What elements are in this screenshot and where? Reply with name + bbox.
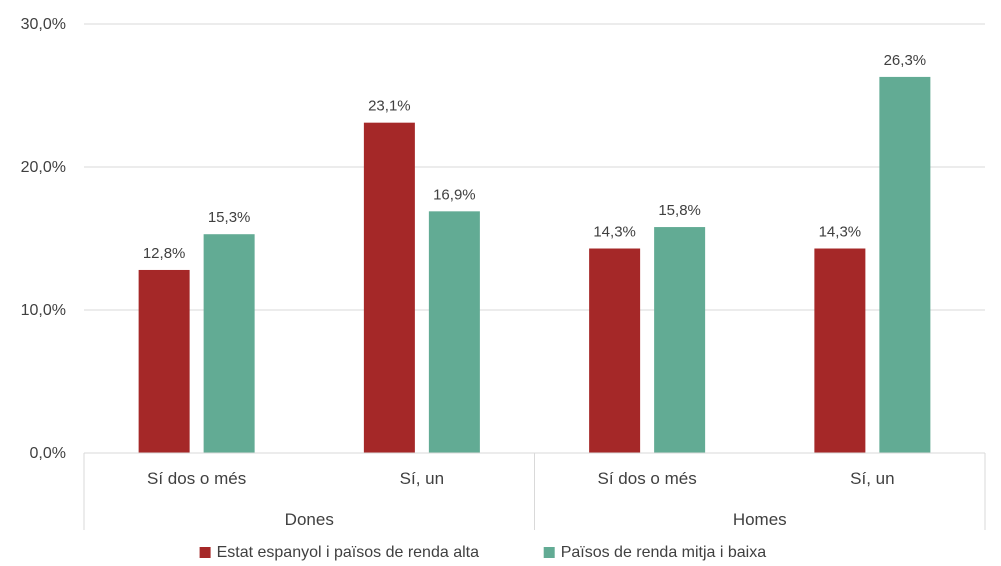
y-tick-label: 30,0%	[21, 16, 66, 33]
bar	[879, 76, 931, 453]
y-tick-label: 20,0%	[21, 159, 66, 176]
data-label: 14,3%	[819, 224, 862, 241]
x-axis: Sí dos o més Sí, un Sí dos o més Sí, un Done…	[83, 452, 986, 530]
data-label: 26,3%	[884, 52, 927, 69]
legend: Estat espanyol i països de renda alta Paï…	[199, 544, 767, 561]
bar	[138, 269, 190, 453]
group-label: Homes	[733, 510, 787, 529]
data-label: 14,3%	[593, 224, 636, 241]
bar	[203, 234, 255, 453]
legend-entry: Estat espanyol i països de renda alta	[217, 544, 479, 561]
legend-swatch	[199, 547, 211, 558]
bar	[589, 248, 641, 453]
data-label: 15,3%	[208, 209, 251, 226]
bar	[814, 248, 866, 453]
bar	[428, 211, 480, 453]
bar	[363, 122, 415, 454]
bar	[654, 227, 706, 453]
legend-entry: Països de renda mitja i baixa	[561, 544, 767, 561]
y-axis: 0,0% 10,0% 20,0% 30,0%	[21, 16, 66, 462]
data-label: 16,9%	[433, 186, 476, 203]
y-tick-label: 10,0%	[21, 302, 66, 319]
y-tick-label: 0,0%	[30, 445, 66, 462]
x-tick-label: Sí, un	[850, 469, 894, 488]
legend-swatch	[543, 547, 555, 558]
bars: 12,8% 15,3% 23,1% 16,9% 14,3% 15,8% 14,3% 26,3%	[138, 52, 931, 454]
x-tick-label: Sí dos o més	[147, 469, 246, 488]
x-tick-label: Sí dos o més	[598, 469, 697, 488]
data-label: 23,1%	[368, 98, 411, 115]
data-label: 12,8%	[143, 245, 186, 262]
group-label: Dones	[285, 510, 334, 529]
data-label: 15,8%	[658, 202, 701, 219]
x-tick-label: Sí, un	[400, 469, 444, 488]
